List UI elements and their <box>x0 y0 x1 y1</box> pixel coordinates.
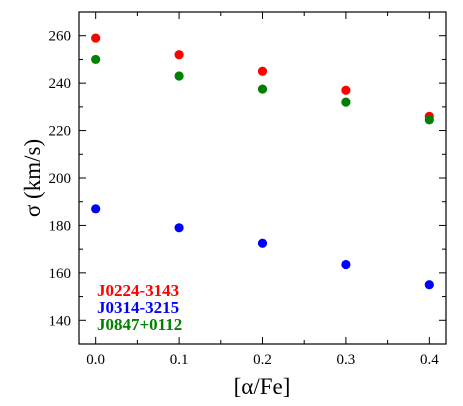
legend-entry: J0847+0112 <box>97 315 182 334</box>
data-point-series-0 <box>174 50 184 60</box>
data-point-series-1 <box>341 259 351 270</box>
x-tick-label: 0.2 <box>253 352 272 368</box>
y-tick-label: 240 <box>49 76 72 92</box>
y-tick-label: 180 <box>49 218 72 234</box>
x-tick-label: 0.3 <box>337 352 356 368</box>
x-axis-title: [α/Fe] <box>234 374 291 399</box>
data-point-series-2 <box>91 54 101 65</box>
x-tick-label: 0.4 <box>420 352 439 368</box>
y-tick-label: 160 <box>49 266 72 282</box>
legend-entry: J0224-3143 <box>97 281 179 300</box>
data-point-series-2 <box>341 97 351 107</box>
y-tick-label: 200 <box>49 171 72 187</box>
data-point-series-1 <box>91 204 101 214</box>
data-point-series-0 <box>257 66 268 76</box>
legend-entry: J0314-3215 <box>97 298 179 317</box>
y-tick-label: 140 <box>49 313 72 329</box>
x-tick-label: 0.1 <box>170 352 189 368</box>
data-point-series-1 <box>424 280 434 290</box>
data-point-series-1 <box>257 238 268 248</box>
data-point-series-1 <box>174 223 184 233</box>
data-point-series-2 <box>257 84 268 94</box>
y-tick-label: 220 <box>49 124 72 140</box>
data-point-series-0 <box>341 85 351 95</box>
data-point-series-0 <box>91 33 101 43</box>
data-points <box>91 33 434 290</box>
y-tick-label: 260 <box>49 29 72 45</box>
data-point-series-2 <box>174 71 184 81</box>
data-point-series-2 <box>424 115 434 125</box>
axis-ticks: 0.0 0.1 0.2 0.3 0.4 140 160 180 200 220 240 260 <box>49 11 446 368</box>
y-axis-title: σ (km/s) <box>20 139 45 217</box>
x-tick-label: 0.0 <box>86 352 105 368</box>
